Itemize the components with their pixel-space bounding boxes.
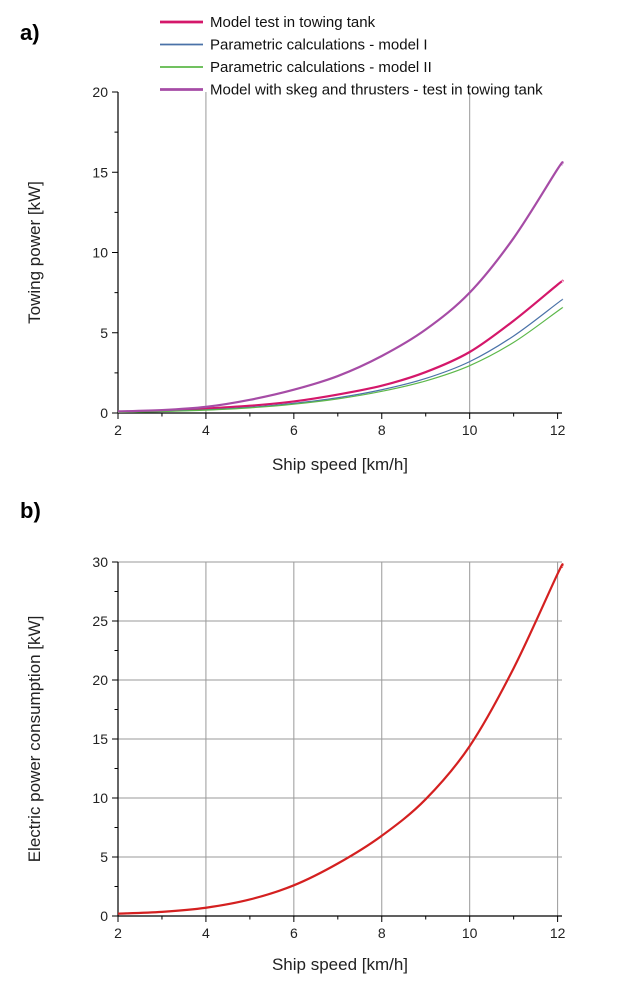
x-tick-label: 10 xyxy=(462,422,478,438)
x-tick-label: 2 xyxy=(114,925,122,941)
x-tick-label: 8 xyxy=(378,925,386,941)
x-tick-label: 4 xyxy=(202,925,210,941)
y-tick-label: 25 xyxy=(92,613,108,629)
legend-label: Parametric calculations - model I xyxy=(210,37,428,54)
y-tick-label: 10 xyxy=(92,245,108,261)
x-tick-label: 6 xyxy=(290,925,298,941)
x-tick-label: 4 xyxy=(202,422,210,438)
legend-label: Parametric calculations - model II xyxy=(210,59,432,76)
y-tick-label: 10 xyxy=(92,790,108,806)
y-tick-label: 0 xyxy=(100,405,108,421)
y-tick-label: 20 xyxy=(92,672,108,688)
x-tick-label: 12 xyxy=(550,422,566,438)
x-axis-label: Ship speed [km/h] xyxy=(272,455,408,474)
panel-label: b) xyxy=(20,498,41,523)
y-tick-label: 15 xyxy=(92,164,108,180)
x-tick-label: 10 xyxy=(462,925,478,941)
series-line-a-0 xyxy=(117,279,564,413)
x-tick-label: 12 xyxy=(550,925,566,941)
series-line-b-0 xyxy=(117,563,564,915)
panel-label: a) xyxy=(20,20,40,45)
y-tick-label: 5 xyxy=(100,849,108,865)
x-tick-label: 2 xyxy=(114,422,122,438)
x-tick-label: 8 xyxy=(378,422,386,438)
legend-label: Model with skeg and thrusters - test in … xyxy=(210,82,543,99)
series-line-a-2 xyxy=(117,306,564,413)
y-axis-label: Towing power [kW] xyxy=(25,181,44,324)
x-axis-label: Ship speed [km/h] xyxy=(272,955,408,974)
x-tick-label: 6 xyxy=(290,422,298,438)
chart-panel-a: 2 4 6 8 10 12 0 5 10 15 20 Model test in towing tan… xyxy=(20,14,566,474)
y-tick-label: 15 xyxy=(92,731,108,747)
y-axis-label: Electric power consumption [kW] xyxy=(25,616,44,863)
series-line-a-1 xyxy=(117,298,564,413)
y-tick-label: 20 xyxy=(92,84,108,100)
chart-panel-b: 2 4 6 8 10 12 0 5 10 15 20 25 30 Ship speed [km/h] Ele… xyxy=(20,498,566,974)
y-tick-label: 30 xyxy=(92,554,108,570)
series-line-a-3 xyxy=(117,161,564,413)
legend-label: Model test in towing tank xyxy=(210,14,376,31)
y-tick-label: 0 xyxy=(100,908,108,924)
y-tick-label: 5 xyxy=(100,325,108,341)
